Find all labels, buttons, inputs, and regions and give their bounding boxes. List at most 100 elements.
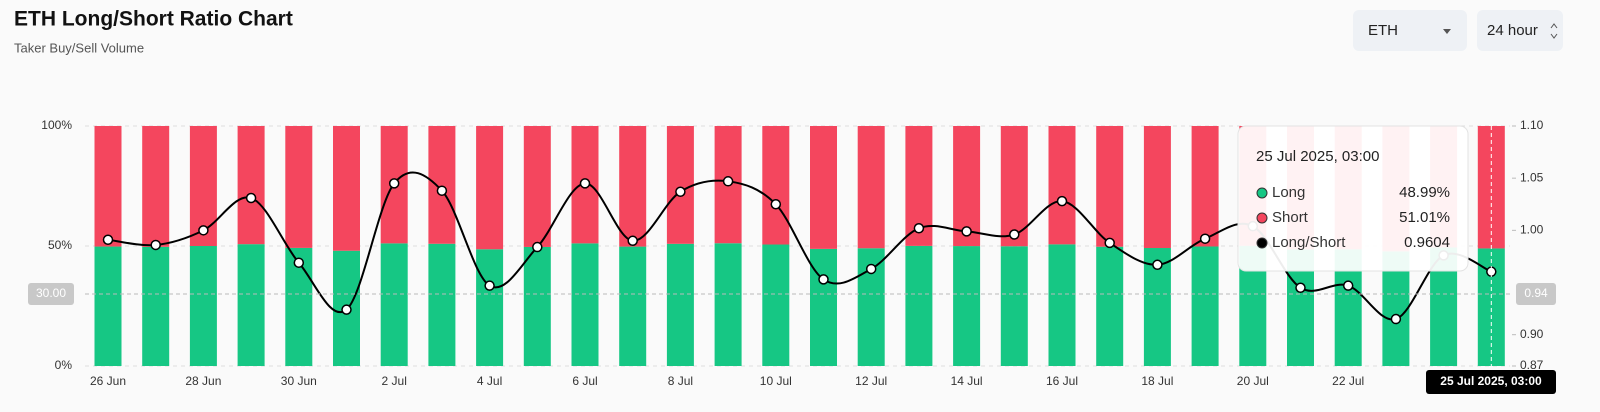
x-tick-label: 20 Jul bbox=[1237, 374, 1269, 388]
y2-tick-label: 1.05 bbox=[1520, 170, 1544, 184]
crosshair-label-box bbox=[1516, 283, 1556, 305]
bar-segment bbox=[619, 126, 647, 247]
dropdown-caret[interactable] bbox=[1550, 23, 1558, 39]
tooltip-value: 51.01% bbox=[1399, 209, 1450, 226]
y-tick-label: 50% bbox=[48, 238, 72, 252]
y2-tick-label: 0.90 bbox=[1520, 327, 1544, 341]
x-tick-label: 10 Jul bbox=[760, 374, 792, 388]
bar-segment bbox=[333, 126, 360, 251]
bar-segment bbox=[1096, 126, 1124, 247]
ratio-point bbox=[341, 304, 352, 315]
bar-segment bbox=[810, 126, 837, 249]
ratio-point bbox=[293, 257, 305, 268]
chart-title: ETH Long/Short Ratio Chart bbox=[14, 8, 293, 31]
bar-segment bbox=[428, 243, 456, 366]
bar-segment bbox=[1477, 126, 1505, 249]
crosshair-label-box bbox=[28, 283, 74, 305]
ratio-point bbox=[1009, 229, 1020, 240]
ratio-point bbox=[102, 234, 114, 245]
bar-segment bbox=[523, 126, 551, 247]
bar-segment bbox=[189, 246, 217, 366]
bar-segment bbox=[285, 126, 313, 248]
y-tick-label: 100% bbox=[41, 118, 72, 132]
bar-segment bbox=[953, 126, 981, 247]
bar-segment bbox=[1191, 126, 1219, 247]
ratio-point bbox=[579, 178, 591, 189]
bar-segment bbox=[476, 249, 504, 366]
ratio-point bbox=[150, 239, 161, 251]
ratio-point bbox=[722, 176, 734, 187]
symbol-dropdown[interactable]: ETH bbox=[1353, 10, 1467, 51]
ratio-point bbox=[1342, 280, 1354, 291]
bar-segment bbox=[428, 126, 456, 244]
dropdown-text[interactable]: 24 hour bbox=[1487, 22, 1538, 39]
bar-segment bbox=[1048, 244, 1076, 366]
ratio-point bbox=[961, 226, 972, 237]
bar-segment bbox=[142, 246, 170, 366]
ratio-point bbox=[484, 280, 495, 291]
x-tick-label: 6 Jul bbox=[572, 374, 597, 388]
bar-segment bbox=[953, 246, 981, 366]
crosshair-x-label: 25 Jul 2025, 03:00 bbox=[1440, 374, 1542, 388]
ratio-point bbox=[532, 241, 543, 253]
bar-segment bbox=[1000, 246, 1028, 366]
chart-subtitle: Taker Buy/Sell Volume bbox=[14, 40, 144, 55]
ratio-point bbox=[245, 192, 257, 204]
bar-segment bbox=[1048, 126, 1076, 245]
x-tick-label: 18 Jul bbox=[1141, 374, 1173, 388]
tooltip-swatch bbox=[1256, 187, 1268, 199]
ratio-point bbox=[627, 235, 638, 247]
tooltip-series-name: Short bbox=[1272, 209, 1309, 226]
y2-tick-label: 0.87 bbox=[1520, 358, 1544, 372]
tooltip-swatch bbox=[1256, 212, 1268, 224]
interval-dropdown[interactable]: 24 hour bbox=[1477, 10, 1563, 51]
bar-segment bbox=[1000, 126, 1028, 247]
x-tick-label: 28 Jun bbox=[185, 374, 221, 388]
crosshair-y-label: 30.00 bbox=[36, 286, 66, 300]
tooltip-value: 48.99% bbox=[1399, 184, 1450, 201]
ratio-point bbox=[1199, 233, 1211, 244]
x-tick-label: 12 Jul bbox=[855, 374, 887, 388]
bar-segment bbox=[380, 243, 408, 366]
y2-tick-label: 1.00 bbox=[1520, 223, 1544, 237]
tooltip-value: 0.9604 bbox=[1404, 234, 1450, 251]
bar-segment bbox=[237, 244, 265, 366]
ratio-point bbox=[770, 199, 782, 210]
bar-segment bbox=[476, 126, 504, 250]
x-tick-label: 22 Jul bbox=[1332, 374, 1364, 388]
bar-segment bbox=[905, 245, 933, 366]
bar-segment bbox=[94, 126, 122, 247]
ratio-point bbox=[1104, 237, 1115, 249]
ratio-point bbox=[198, 225, 209, 236]
ratio-point bbox=[865, 263, 877, 275]
ratio-point bbox=[1152, 259, 1163, 271]
crosshair-y2-label: 0.94 bbox=[1524, 286, 1548, 300]
dropdown-box[interactable] bbox=[1477, 10, 1563, 51]
x-tick-label: 16 Jul bbox=[1046, 374, 1078, 388]
dropdown-caret[interactable] bbox=[1443, 29, 1451, 34]
x-tick-label: 4 Jul bbox=[477, 374, 502, 388]
dropdown-box[interactable] bbox=[1353, 10, 1467, 51]
x-tick-label: 2 Jul bbox=[382, 374, 407, 388]
x-tick-label: 26 Jun bbox=[90, 374, 126, 388]
bar-segment bbox=[666, 126, 694, 244]
plot: 0% 50% 100% 0.87 0.90 1.00 1.05 1.10 26 Jun 28 Ju… bbox=[28, 118, 1556, 394]
bar-segment bbox=[714, 243, 742, 366]
bar-segment bbox=[666, 243, 694, 366]
ratio-point bbox=[1056, 195, 1068, 207]
bar-segment bbox=[1096, 246, 1124, 366]
ratio-point bbox=[436, 185, 448, 196]
ratio-point bbox=[675, 186, 686, 197]
x-tick-label: 8 Jul bbox=[668, 374, 693, 388]
ratio-point bbox=[818, 274, 829, 285]
crosshair-label-box bbox=[1426, 370, 1556, 394]
bar-segment bbox=[762, 126, 790, 245]
dropdown-text[interactable]: ETH bbox=[1368, 22, 1398, 39]
ratio-point bbox=[1390, 313, 1402, 325]
x-tick-label: 30 Jun bbox=[281, 374, 317, 388]
ratio-point bbox=[388, 178, 400, 189]
tooltip-series-name: Long/Short bbox=[1272, 234, 1346, 251]
tooltip-swatch bbox=[1256, 237, 1268, 249]
bar-segment bbox=[1143, 126, 1171, 249]
bar-segment bbox=[1191, 246, 1219, 366]
